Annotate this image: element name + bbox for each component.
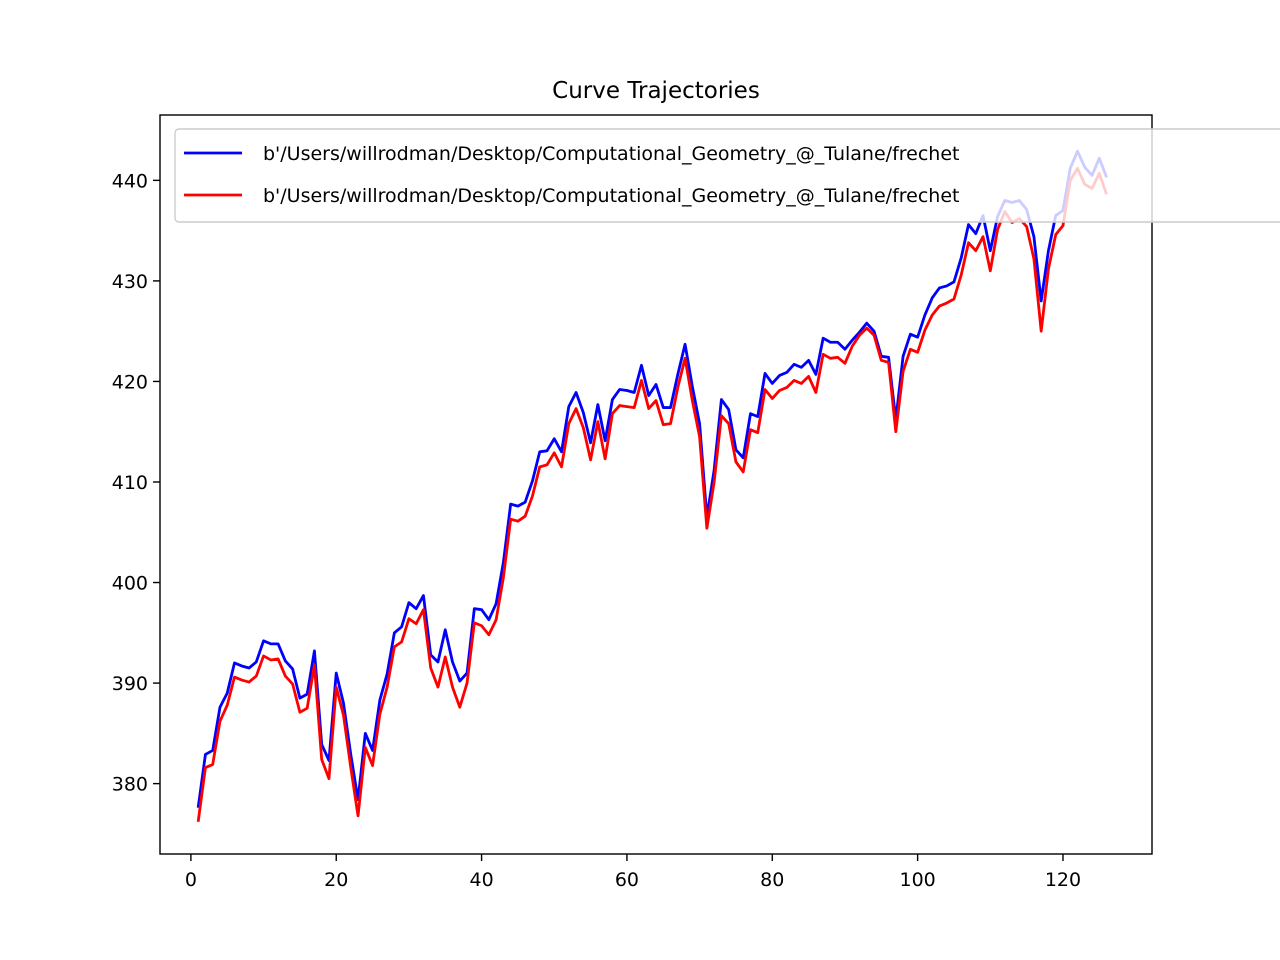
series-layer	[196, 149, 1108, 823]
y-tick-label: 420	[112, 371, 148, 393]
y-tick-label: 440	[112, 170, 148, 192]
legend: b'/Users/willrodman/Desktop/Computationa…	[174, 128, 1280, 223]
legend-label: b'/Users/willrodman/Desktop/Computationa…	[263, 143, 959, 165]
x-tick-label: 0	[185, 869, 197, 891]
x-tick-label: 40	[469, 869, 493, 891]
x-tick-label: 100	[899, 869, 935, 891]
y-tick-label: 390	[112, 673, 148, 695]
legend-label: b'/Users/willrodman/Desktop/Computationa…	[263, 185, 959, 207]
legend-box	[174, 128, 1280, 223]
x-tick-label: 80	[760, 869, 784, 891]
y-tick-label: 430	[112, 271, 148, 293]
y-tick-label: 410	[112, 472, 148, 494]
plot-frame	[159, 114, 1153, 855]
chart-title: Curve Trajectories	[552, 78, 760, 104]
y-tick-label: 400	[112, 573, 148, 595]
series-line-2	[196, 166, 1108, 823]
x-tick-label: 20	[324, 869, 348, 891]
y-tick-label: 380	[112, 774, 148, 796]
x-tick-label: 120	[1045, 869, 1081, 891]
x-axis: 0 20 40 60 80 100 120	[185, 854, 1081, 891]
x-tick-label: 60	[615, 869, 639, 891]
series-line-1	[196, 149, 1108, 808]
y-axis: 380 390 400 410 420 430 440	[112, 170, 160, 796]
